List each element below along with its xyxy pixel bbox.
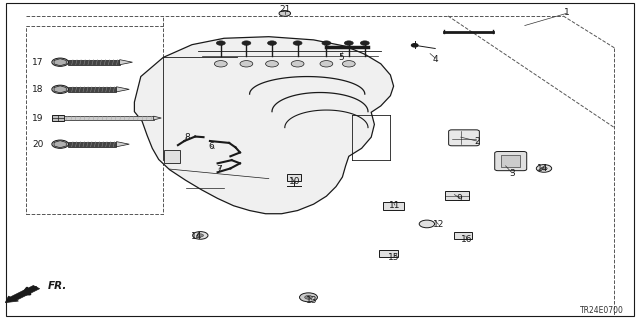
- Text: 10: 10: [289, 177, 300, 186]
- Circle shape: [216, 41, 225, 45]
- Bar: [379, 250, 398, 257]
- Polygon shape: [116, 142, 129, 147]
- Text: 12: 12: [433, 220, 444, 229]
- Polygon shape: [120, 60, 132, 65]
- Bar: [68, 60, 120, 65]
- Text: 14: 14: [537, 164, 548, 173]
- Circle shape: [52, 58, 68, 66]
- Text: 7: 7: [216, 165, 221, 174]
- Polygon shape: [54, 59, 67, 66]
- Text: FR.: FR.: [48, 281, 67, 291]
- Bar: [64, 116, 154, 120]
- Bar: [26, 26, 163, 214]
- Text: 14: 14: [191, 232, 202, 241]
- Circle shape: [293, 41, 302, 45]
- Bar: [164, 150, 180, 163]
- Text: 9: 9: [457, 194, 462, 203]
- Text: 15: 15: [388, 253, 399, 262]
- Circle shape: [279, 11, 291, 16]
- Text: 4: 4: [433, 55, 438, 63]
- Polygon shape: [54, 86, 67, 93]
- Circle shape: [266, 61, 278, 67]
- Polygon shape: [134, 37, 394, 214]
- Circle shape: [541, 167, 547, 170]
- Circle shape: [360, 41, 369, 45]
- Circle shape: [344, 41, 353, 45]
- Text: 6: 6: [209, 142, 214, 151]
- Bar: [501, 155, 520, 167]
- Circle shape: [193, 232, 208, 239]
- Bar: [445, 191, 469, 200]
- Circle shape: [320, 61, 333, 67]
- Circle shape: [197, 234, 204, 237]
- Bar: [52, 115, 64, 121]
- Text: 18: 18: [32, 85, 44, 94]
- Circle shape: [242, 41, 251, 45]
- Circle shape: [52, 140, 68, 148]
- Text: 3: 3: [509, 169, 515, 178]
- Circle shape: [291, 61, 304, 67]
- Text: 2: 2: [474, 137, 479, 146]
- Text: 1: 1: [564, 8, 569, 17]
- Bar: [383, 202, 404, 210]
- Circle shape: [342, 61, 355, 67]
- Text: 19: 19: [32, 114, 44, 122]
- Circle shape: [419, 220, 435, 228]
- Circle shape: [214, 61, 227, 67]
- Circle shape: [322, 41, 331, 45]
- Bar: [454, 232, 472, 239]
- FancyBboxPatch shape: [449, 130, 479, 146]
- Circle shape: [412, 44, 418, 47]
- Bar: [68, 87, 116, 92]
- Text: 20: 20: [32, 140, 44, 149]
- Text: 13: 13: [306, 296, 317, 305]
- Text: 21: 21: [279, 5, 291, 14]
- Circle shape: [268, 41, 276, 45]
- Bar: [68, 142, 116, 147]
- Text: 8: 8: [184, 133, 189, 142]
- Text: TR24E0700: TR24E0700: [580, 306, 624, 315]
- Polygon shape: [54, 141, 67, 148]
- Polygon shape: [154, 116, 161, 120]
- FancyArrow shape: [5, 286, 40, 303]
- Text: 5: 5: [339, 53, 344, 62]
- Circle shape: [240, 61, 253, 67]
- Circle shape: [305, 295, 312, 299]
- Circle shape: [536, 165, 552, 172]
- FancyBboxPatch shape: [495, 152, 527, 171]
- Polygon shape: [116, 87, 129, 92]
- Text: 17: 17: [32, 58, 44, 67]
- Text: 11: 11: [389, 201, 401, 210]
- Text: 16: 16: [461, 235, 473, 244]
- Circle shape: [52, 85, 68, 93]
- Circle shape: [300, 293, 317, 302]
- Bar: [287, 174, 301, 181]
